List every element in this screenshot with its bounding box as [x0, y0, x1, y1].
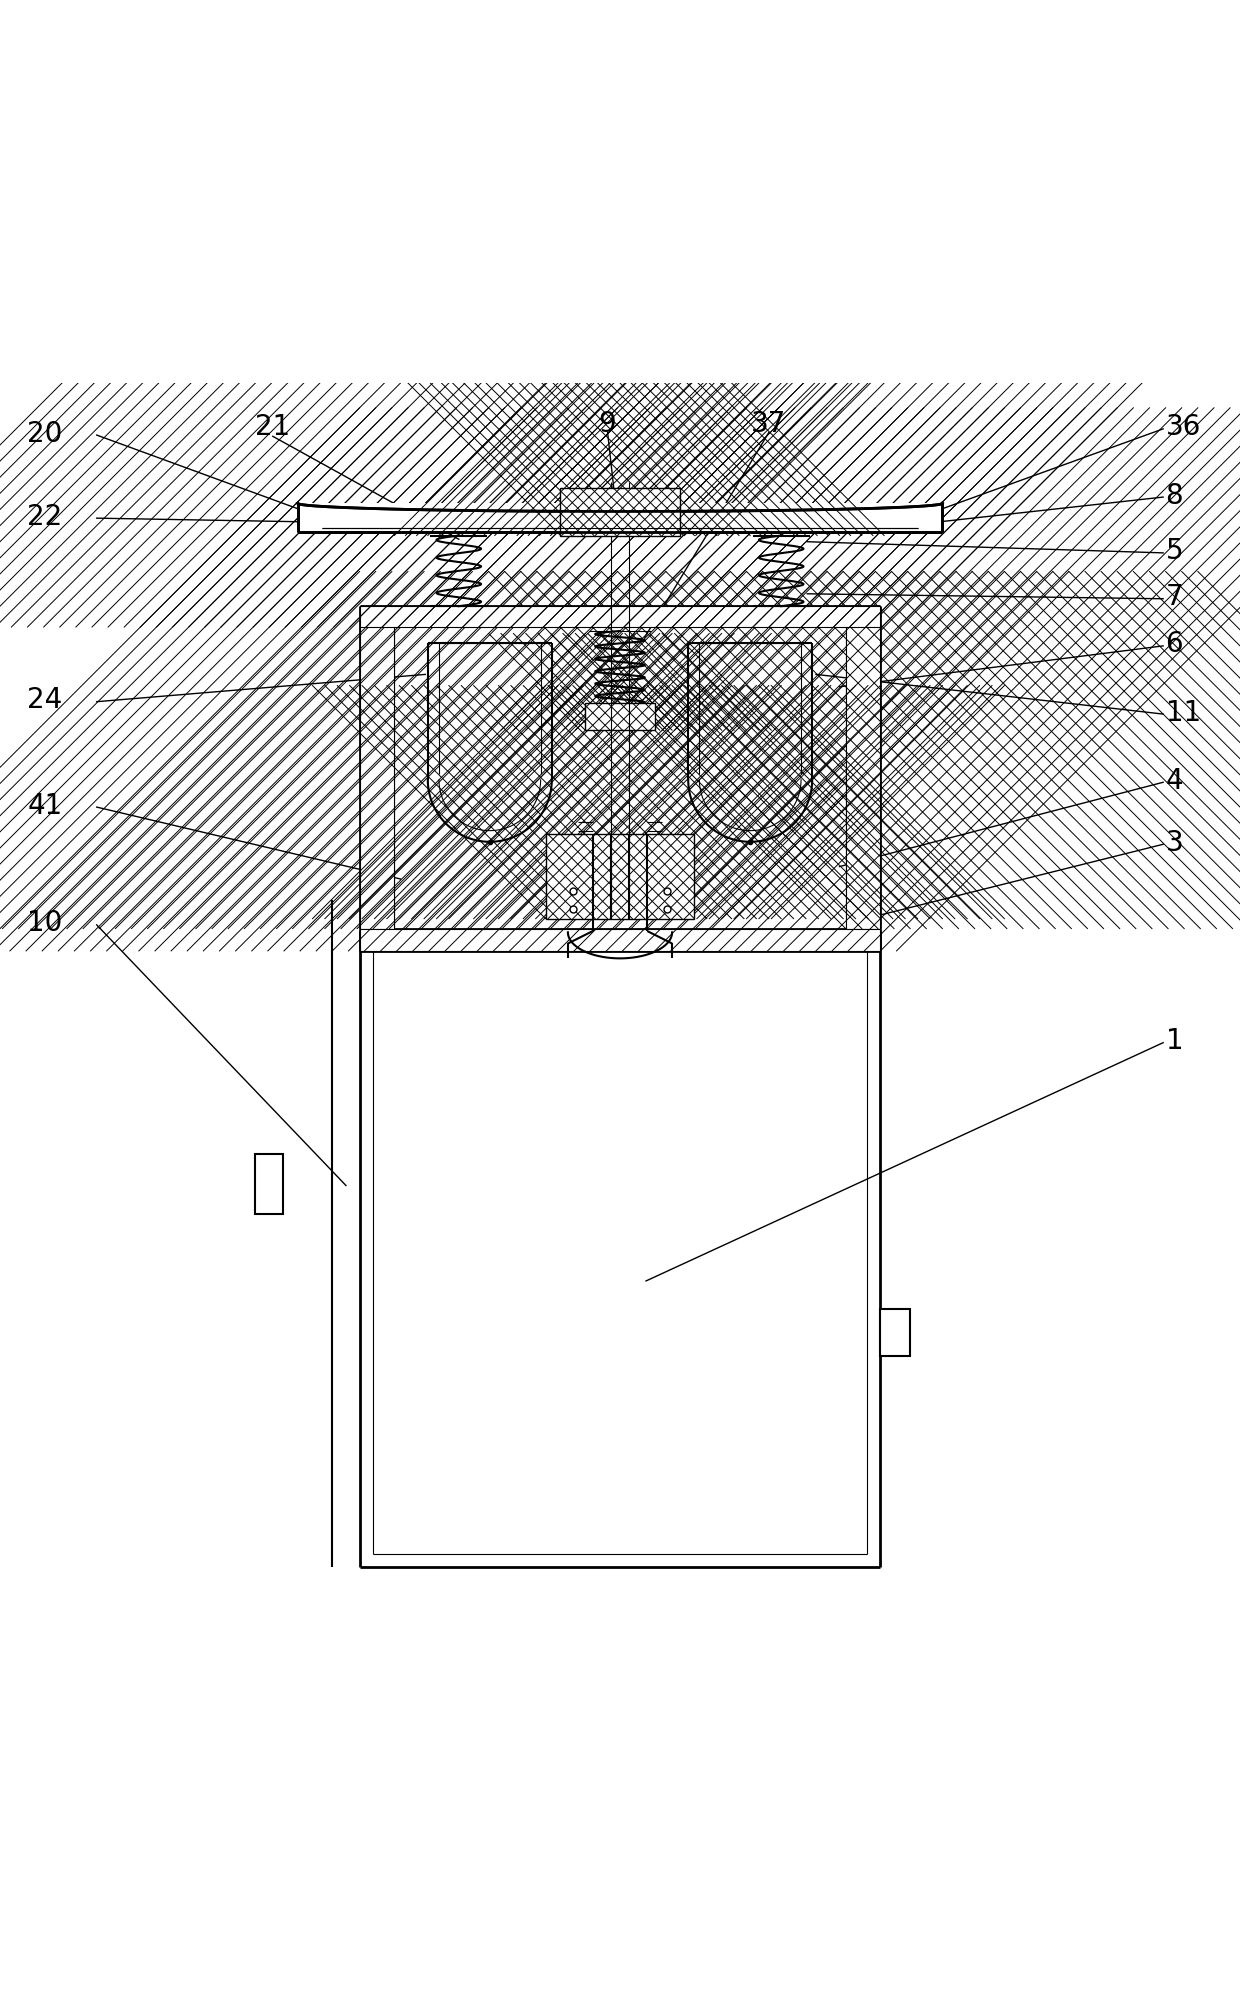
Text: 41: 41	[27, 791, 62, 819]
Text: 6: 6	[1166, 630, 1183, 658]
Text: 11: 11	[1166, 698, 1200, 727]
Text: 4: 4	[1166, 767, 1183, 795]
Text: 24: 24	[27, 686, 62, 714]
Text: 20: 20	[27, 419, 63, 448]
Bar	[585, 704, 655, 731]
Text: 1: 1	[1166, 1028, 1183, 1054]
Bar	[360, 606, 880, 628]
Bar	[880, 1311, 910, 1357]
Text: 36: 36	[1166, 413, 1202, 442]
Text: 10: 10	[27, 909, 63, 937]
Bar	[846, 606, 880, 929]
Text: 37: 37	[751, 409, 786, 438]
Bar	[546, 835, 694, 919]
Text: 22: 22	[27, 502, 62, 530]
Text: 8: 8	[1166, 482, 1183, 510]
Text: 21: 21	[255, 413, 290, 442]
Text: 7: 7	[1166, 582, 1183, 610]
Text: 5: 5	[1166, 538, 1183, 566]
Bar	[560, 490, 680, 536]
Bar	[298, 504, 942, 532]
Bar	[360, 606, 394, 929]
Bar	[255, 1154, 283, 1214]
Bar	[360, 929, 880, 951]
Text: 3: 3	[1166, 829, 1183, 857]
Text: 9: 9	[599, 409, 616, 438]
